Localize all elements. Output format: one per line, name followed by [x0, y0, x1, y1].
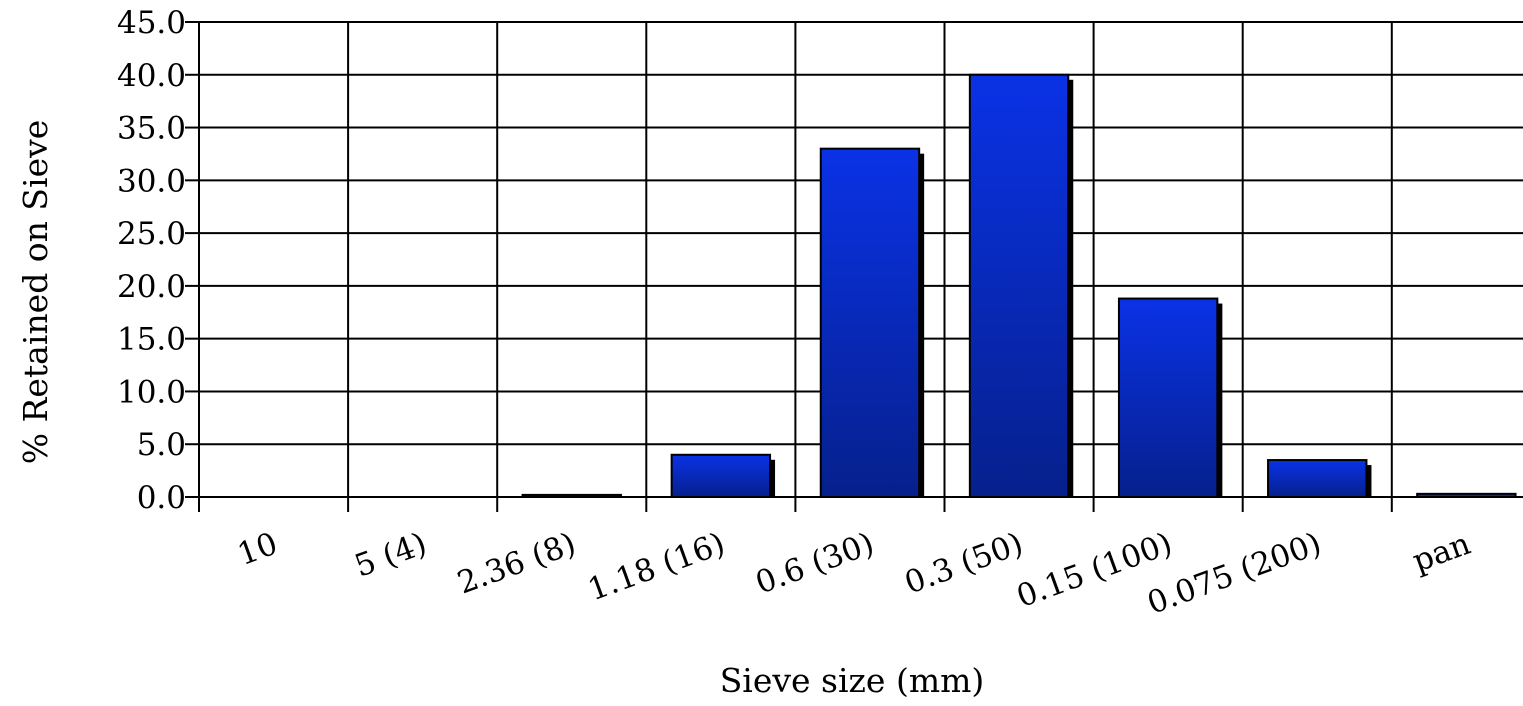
bar [670, 453, 772, 498]
y-tick-labels: 0.0 5.0 10.0 15.0 20.0 25.0 30.0 35.0 40.0 45.0 [117, 5, 186, 516]
y-tick-label: 20.0 [117, 269, 186, 305]
bar-3 [670, 453, 776, 498]
x-tick-label: pan [1408, 526, 1475, 580]
y-tick-label: 5.0 [137, 427, 186, 463]
bar [1117, 297, 1219, 498]
axes [185, 21, 1523, 512]
x-tick-label: 1.18 (16) [583, 526, 729, 609]
bars [521, 73, 1517, 499]
y-tick-label: 40.0 [117, 58, 186, 94]
y-tick-label: 25.0 [117, 216, 186, 252]
bar-6 [1117, 297, 1223, 498]
y-tick-label: 30.0 [117, 163, 186, 199]
y-axis-title: % Retained on Sieve [16, 120, 55, 465]
y-tick-label: 15.0 [117, 322, 186, 358]
y-tick-label: 45.0 [117, 5, 186, 41]
bar [968, 73, 1070, 499]
x-tick-labels: 10 5 (4) 2.36 (8) 1.18 (16) 0.6 (30) 0.3 (50)… [233, 526, 1475, 622]
x-tick-label: 0.075 (200) [1143, 526, 1326, 622]
y-tick-label: 0.0 [137, 480, 186, 516]
bar [819, 147, 921, 499]
bar-4 [819, 147, 925, 499]
x-tick-label: 0.3 (50) [900, 526, 1028, 602]
x-tick-label: 5 (4) [350, 526, 431, 585]
x-tick-label: 2.36 (8) [453, 526, 581, 602]
bar-5 [968, 73, 1074, 499]
y-tick-label: 10.0 [117, 374, 186, 410]
bar [1267, 459, 1368, 498]
bar-7 [1267, 459, 1372, 498]
x-tick-label: 0.6 (30) [751, 526, 879, 602]
x-axis-title: Sieve size (mm) [720, 661, 985, 700]
y-tick-label: 35.0 [117, 111, 186, 147]
x-tick-label: 10 [233, 526, 282, 573]
